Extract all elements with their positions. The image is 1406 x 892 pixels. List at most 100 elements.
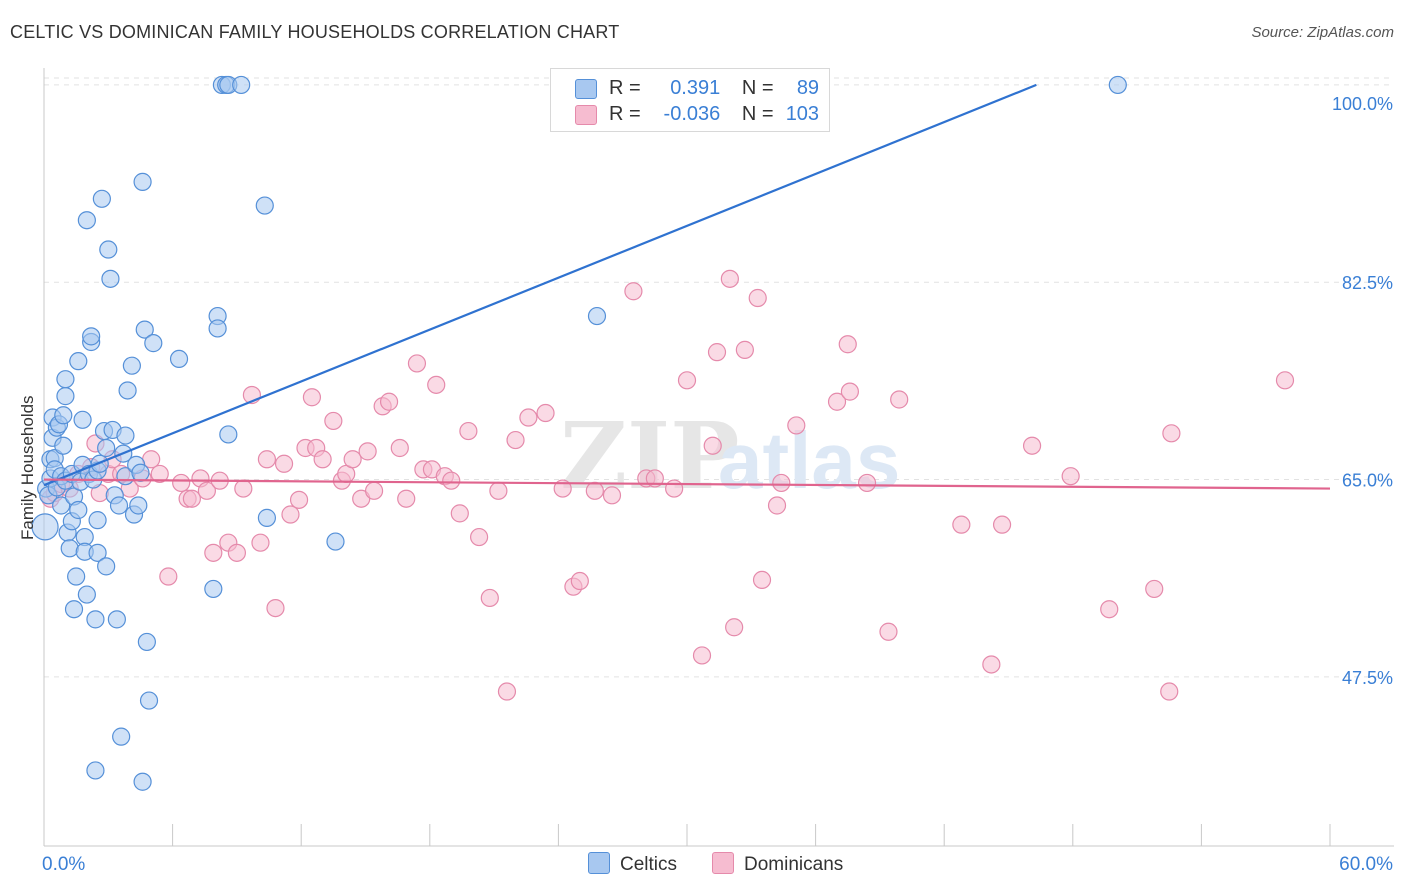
celtic-point-83 [1108,75,1127,95]
celtic-point-46 [97,438,116,458]
dominican-point-48 [407,354,427,373]
dominican-point-96 [1145,579,1164,599]
dominican-points [41,269,1295,701]
celtic-point-13 [54,436,73,455]
dominican-point-77 [725,618,744,637]
trend-lines [43,83,1331,490]
celtic-point-11 [52,496,71,515]
celtic-point-52 [107,610,126,629]
dominican-point-78 [735,340,754,359]
celtic-swatch [575,79,597,99]
dominican-point-30 [274,454,294,473]
dominican-point-46 [390,438,409,458]
celtic-point-48 [99,240,118,259]
dominican-point-79 [748,288,767,308]
dominican-point-59 [497,682,517,701]
celtic-point-81 [326,532,345,551]
celtic-point-66 [135,320,154,339]
celtic-point-78 [232,75,251,95]
celtic-point-42 [88,543,107,562]
dominican-point-62 [536,403,555,423]
dominican-point-29 [266,598,285,618]
dominican-point-84 [827,392,847,411]
celtic-point-15 [56,387,75,406]
correlation-legend: R = 0.391 N = 89 R = -0.036 N = 103 [550,68,830,132]
dominican-point-21 [204,543,223,562]
celtic-point-58 [118,381,137,400]
celtic-point-39 [86,610,105,629]
dominicans-legend-label: Dominicans [744,854,844,875]
y-tick-label-2: 82.5% [1342,273,1393,293]
celtic-point-16 [56,370,75,389]
dominican-point-61 [519,408,538,427]
dominican-point-94 [1061,467,1080,486]
celtic-point-54 [112,727,131,746]
dominican-point-89 [890,390,909,409]
celtic-point-71 [204,579,223,599]
dominican-point-56 [469,527,489,547]
dominican-point-14 [150,464,169,484]
dominican-point-82 [772,473,791,493]
dominican-point-92 [992,515,1012,534]
dominican-point-65 [570,571,589,591]
dominican-point-93 [1022,436,1042,455]
dominican-point-51 [427,375,446,394]
watermark-atlas: atlas [718,416,900,505]
celtic-point-25 [69,352,88,371]
celtic-point-44 [92,189,111,208]
celtic-point-57 [116,426,135,445]
x-tick-label-min: 0.0% [42,854,85,875]
dominican-point-63 [553,479,572,498]
dominican-point-34 [302,388,322,407]
dominican-point-16 [172,473,191,493]
dominican-point-85 [838,335,857,354]
celtic-point-53 [109,496,129,515]
celtic-point-41 [88,511,107,530]
dominican-point-66 [585,481,604,500]
dominican-swatch [575,105,597,125]
dominican-point-70 [645,469,664,488]
dominican-point-80 [752,570,772,590]
y-tick-labels: 47.5% 65.0% 82.5% 100.0% [1332,94,1393,688]
dominican-point-76 [720,269,739,288]
dominican-point-71 [665,479,684,498]
celtic-point-64 [133,172,152,191]
dominican-point-42 [358,442,377,461]
dominican-point-86 [840,382,859,401]
dominican-point-40 [343,450,362,469]
celtic-point-69 [144,334,163,353]
y-tick-label-3: 100.0% [1332,94,1393,114]
y-tick-label-0: 47.5% [1342,668,1393,688]
dominican-point-83 [787,416,806,435]
celtics-legend-swatch [588,852,610,874]
dominican-point-32 [289,490,309,509]
celtic-r-label: R = [609,77,641,99]
celtic-point-59 [122,356,141,375]
x-tick-label-max: 60.0% [1339,854,1393,875]
celtic-n-label: N = [741,77,774,99]
dominican-point-91 [982,655,1001,674]
celtic-n-value: 89 [796,77,820,99]
dominican-point-81 [767,496,787,515]
celtic-point-33 [77,211,96,230]
dominican-point-98 [1162,424,1181,443]
celtic-point-77 [219,425,238,444]
dominican-point-31 [281,505,300,524]
celtic-point-67 [137,632,156,652]
celtic-point-65 [133,772,152,791]
dominican-point-47 [397,489,416,508]
celtic-point-47 [97,557,116,576]
dominican-r-value: -0.036 [663,103,721,125]
celtic-point-24 [67,567,86,586]
celtic-point-38 [86,761,105,780]
dominican-point-18 [182,489,201,508]
dominican-point-99 [1275,371,1295,390]
dominican-point-67 [602,486,622,505]
bottom-legend-dominicans: Dominicans [712,852,843,876]
celtic-point-49 [101,269,120,288]
dominican-point-43 [364,481,384,500]
dominican-point-25 [234,479,253,498]
dominican-point-58 [489,481,508,500]
gridlines [44,77,1394,678]
celtic-point-23 [64,600,84,619]
